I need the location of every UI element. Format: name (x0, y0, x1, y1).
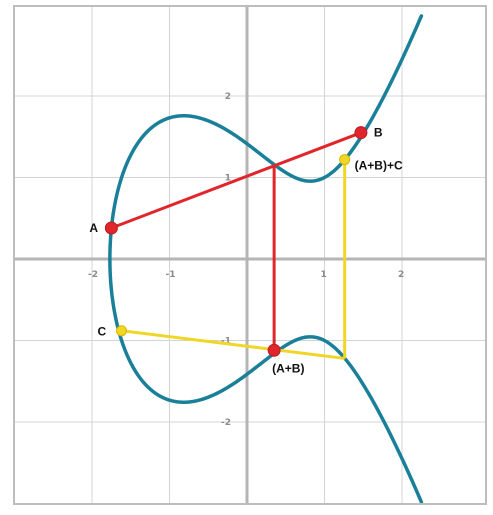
addition-construction-lines (110, 131, 362, 351)
x-tick-label: 2 (398, 270, 404, 280)
point-a-plus-b (267, 343, 281, 357)
point-label-b: B (374, 126, 383, 140)
point-label-a-plus-b-plus-c: (A+B)+C (355, 159, 403, 173)
point-label-a-plus-b: (A+B) (272, 361, 304, 375)
point-b (354, 126, 368, 140)
tick-labels: -2 -1 1 2 2 1 -1 -2 (88, 92, 404, 428)
x-tick-label: -2 (88, 270, 98, 280)
axes (15, 7, 485, 503)
line-c-to-a-plus-b (121, 329, 345, 360)
x-tick-label: 1 (321, 270, 327, 280)
point-labels: A B (A+B) C (A+B)+C (89, 126, 403, 376)
y-tick-label: 2 (225, 92, 231, 102)
point-label-a: A (89, 221, 98, 235)
point-label-c: C (97, 325, 106, 339)
y-tick-label: -2 (221, 418, 231, 428)
point-a-plus-b-plus-c (339, 154, 351, 166)
plot-frame (13, 5, 487, 505)
second-addition-construction-lines (121, 159, 347, 360)
line-a-to-b (110, 131, 362, 230)
points (104, 126, 368, 357)
y-tick-label: 1 (225, 174, 231, 184)
point-a (104, 221, 118, 235)
point-c (115, 325, 127, 337)
grid (15, 7, 485, 503)
elliptic-curve (108, 14, 424, 504)
x-tick-label: -1 (166, 270, 176, 280)
y-tick-label: -1 (221, 337, 231, 347)
